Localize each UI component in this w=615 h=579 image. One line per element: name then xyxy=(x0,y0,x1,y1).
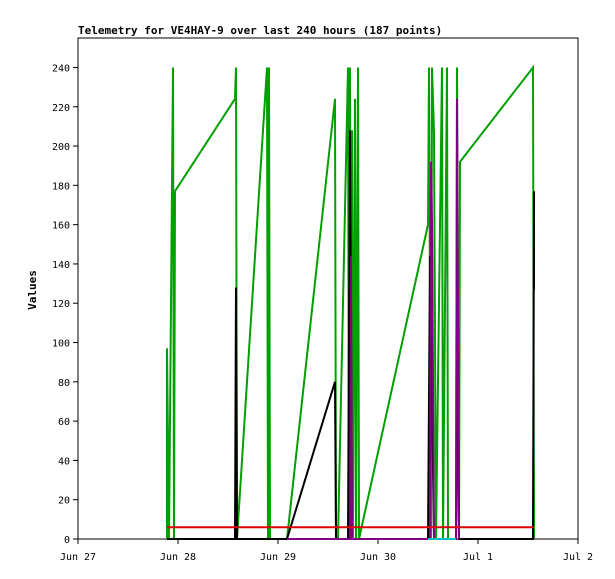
x-tick-label: Jun 28 xyxy=(160,552,196,563)
x-tick-label: Jun 27 xyxy=(60,552,96,563)
y-tick-label: 220 xyxy=(52,103,70,114)
y-axis-label: Values xyxy=(26,270,39,310)
x-tick-label: Jun 30 xyxy=(360,552,396,563)
y-tick-label: 60 xyxy=(58,417,70,428)
series-line-3 xyxy=(287,98,460,540)
y-tick-label: 0 xyxy=(64,535,70,546)
y-tick-label: 40 xyxy=(58,456,70,467)
y-tick-label: 140 xyxy=(52,260,70,271)
y-tick-label: 200 xyxy=(52,142,70,153)
x-tick-label: Jul 2 xyxy=(563,552,593,563)
series-group xyxy=(166,64,535,540)
y-tick-label: 80 xyxy=(58,378,70,389)
x-tick-label: Jun 29 xyxy=(260,552,296,563)
x-tick-label: Jul 1 xyxy=(463,552,493,563)
plot-area xyxy=(77,37,579,540)
y-tick-label: 160 xyxy=(52,221,70,232)
x-axis: Jun 27 Jun 28 Jun 29 Jun 30 Jul 1 Jul 2 xyxy=(60,539,593,563)
y-tick-label: 180 xyxy=(52,181,70,192)
y-tick-label: 240 xyxy=(52,63,70,74)
chart-title: Telemetry for VE4HAY-9 over last 240 hou… xyxy=(78,24,442,37)
y-tick-label: 120 xyxy=(52,299,70,310)
series-line-1 xyxy=(166,64,535,540)
y-tick-label: 20 xyxy=(58,496,70,507)
y-tick-label: 100 xyxy=(52,339,70,350)
y-axis: 0 20 40 60 80 100 120 140 160 180 200 220 240 xyxy=(52,63,78,546)
